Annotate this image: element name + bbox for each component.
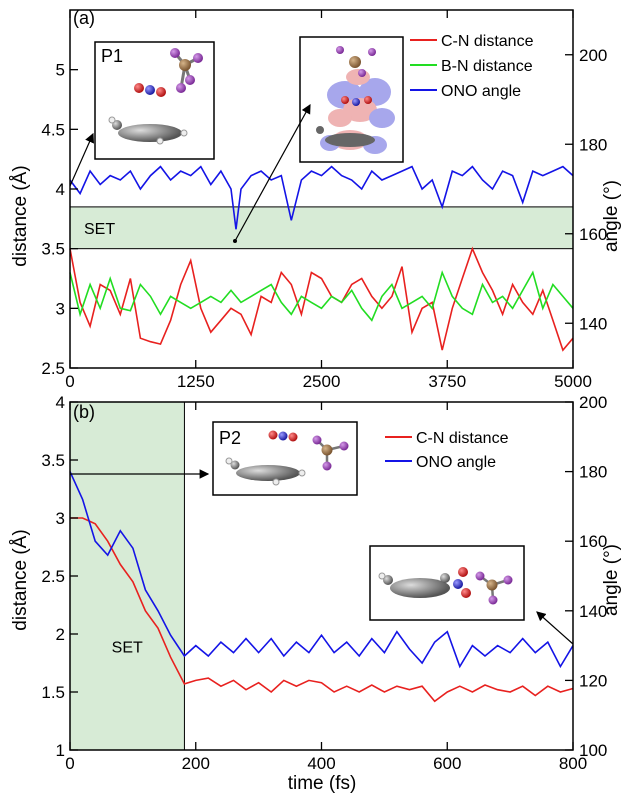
ytick-right-label: 120 bbox=[579, 671, 607, 690]
xtick-label: 400 bbox=[307, 754, 335, 773]
xtick-label: 0 bbox=[65, 754, 74, 773]
ytick-right-label: 200 bbox=[579, 46, 607, 65]
molecule-bf3-orbital bbox=[336, 46, 376, 77]
series-lines-a bbox=[69, 165, 574, 352]
molecule-no2-orbital bbox=[341, 96, 372, 106]
inset-product bbox=[369, 545, 525, 621]
ytick-right-label: 100 bbox=[579, 741, 607, 760]
inset-orbital bbox=[299, 36, 404, 163]
series-line-a-2 bbox=[69, 165, 574, 230]
legend-label-ono-b: ONO angle bbox=[416, 454, 496, 471]
legend-b: C-N distance ONO angle bbox=[385, 430, 509, 471]
panel-label-a: (a) bbox=[73, 8, 95, 28]
ytick-right-label: 140 bbox=[579, 602, 607, 621]
ytick-left-label: 2.5 bbox=[41, 567, 65, 586]
molecule-bf3-p2 bbox=[312, 435, 349, 471]
inset-p2: P2 bbox=[212, 421, 358, 496]
legend-label-ono-a: ONO angle bbox=[441, 83, 521, 100]
ticks-a: 0 1250 2500 3750 5000 2.5 3 3.5 4 4.5 5 140 160 180 20… bbox=[41, 10, 607, 391]
arrow-orbital bbox=[234, 103, 311, 242]
ytick-right-label: 200 bbox=[579, 393, 607, 412]
series-line-a-1 bbox=[69, 270, 574, 322]
series-line-b-0 bbox=[70, 517, 574, 703]
series-line-b-1 bbox=[69, 471, 574, 669]
ytick-right-label: 160 bbox=[579, 225, 607, 244]
xtick-label: 600 bbox=[433, 754, 461, 773]
ytick-left-label: 3 bbox=[56, 299, 65, 318]
ylabel-left-a: distance (Å) bbox=[10, 165, 31, 266]
molecule-bf3-p1 bbox=[170, 48, 203, 93]
ytick-left-label: 1 bbox=[56, 741, 65, 760]
legend-label-cn-a: C-N distance bbox=[441, 33, 534, 50]
ytick-left-label: 3.5 bbox=[41, 451, 65, 470]
ytick-left-label: 4 bbox=[56, 393, 65, 412]
ytick-right-label: 140 bbox=[579, 314, 607, 333]
molecule-adduct bbox=[378, 567, 513, 605]
molecule-no2-p1 bbox=[134, 83, 166, 97]
ytick-left-label: 5 bbox=[56, 61, 65, 80]
ticks-b: 0 200 400 600 800 1 1.5 2 2.5 3 3.5 4 100 120 140 160 18… bbox=[41, 393, 607, 773]
ytick-right-label: 160 bbox=[579, 532, 607, 551]
xtick-label: 5000 bbox=[554, 372, 592, 391]
ylabel-left-b: distance (Å) bbox=[10, 529, 31, 630]
arrow-p1 bbox=[69, 132, 94, 187]
molecule-toluene-p2 bbox=[225, 457, 306, 486]
ylabel-right-a: angle (°) bbox=[601, 180, 622, 252]
molecule-toluene-p1 bbox=[108, 116, 188, 145]
inset-label-p1: P1 bbox=[101, 46, 123, 66]
legend-a: C-N distance B-N distance ONO angle bbox=[410, 33, 534, 100]
molecule-no2-p2 bbox=[268, 430, 298, 442]
ytick-left-label: 1.5 bbox=[41, 683, 65, 702]
inset-p1: P1 bbox=[94, 41, 215, 160]
set-label-a: SET bbox=[84, 221, 115, 238]
ytick-right-label: 180 bbox=[579, 135, 607, 154]
series-lines-b bbox=[69, 471, 574, 703]
ytick-right-label: 180 bbox=[579, 463, 607, 482]
panel-a: SET 0 1250 2500 3750 5000 2.5 3 3.5 4 4.5 5 140 160 1… bbox=[10, 8, 622, 391]
xtick-label: 200 bbox=[182, 754, 210, 773]
series-line-a-0 bbox=[69, 246, 574, 352]
xtick-label: 1250 bbox=[177, 372, 215, 391]
legend-label-cn-b: C-N distance bbox=[416, 430, 509, 447]
arrow-orbital-origin bbox=[233, 239, 237, 243]
panel-b: SET 0 200 400 600 800 1 1.5 2 2.5 3 3.5 4 100 120 140 1… bbox=[10, 393, 622, 794]
inset-label-p2: P2 bbox=[219, 428, 241, 448]
molecule-toluene-orbital bbox=[316, 126, 375, 147]
panel-label-b: (b) bbox=[73, 402, 95, 422]
ytick-left-label: 2.5 bbox=[41, 359, 65, 378]
xtick-label: 2500 bbox=[303, 372, 341, 391]
ytick-left-label: 2 bbox=[56, 625, 65, 644]
xtick-label: 0 bbox=[65, 372, 74, 391]
ylabel-right-b: angle (°) bbox=[601, 544, 622, 616]
set-label-b: SET bbox=[112, 640, 143, 657]
ytick-left-label: 4.5 bbox=[41, 120, 65, 139]
xtick-label: 3750 bbox=[428, 372, 466, 391]
xtick-label: 800 bbox=[559, 754, 587, 773]
legend-label-bn-a: B-N distance bbox=[441, 58, 533, 75]
xlabel-b: time (fs) bbox=[288, 773, 357, 794]
ytick-left-label: 3.5 bbox=[41, 240, 65, 259]
set-shaded-region-b bbox=[69, 401, 185, 751]
ytick-left-label: 3 bbox=[56, 509, 65, 528]
arrow-product bbox=[536, 611, 574, 645]
set-shaded-region-a bbox=[69, 206, 574, 250]
ytick-left-label: 4 bbox=[56, 180, 65, 199]
